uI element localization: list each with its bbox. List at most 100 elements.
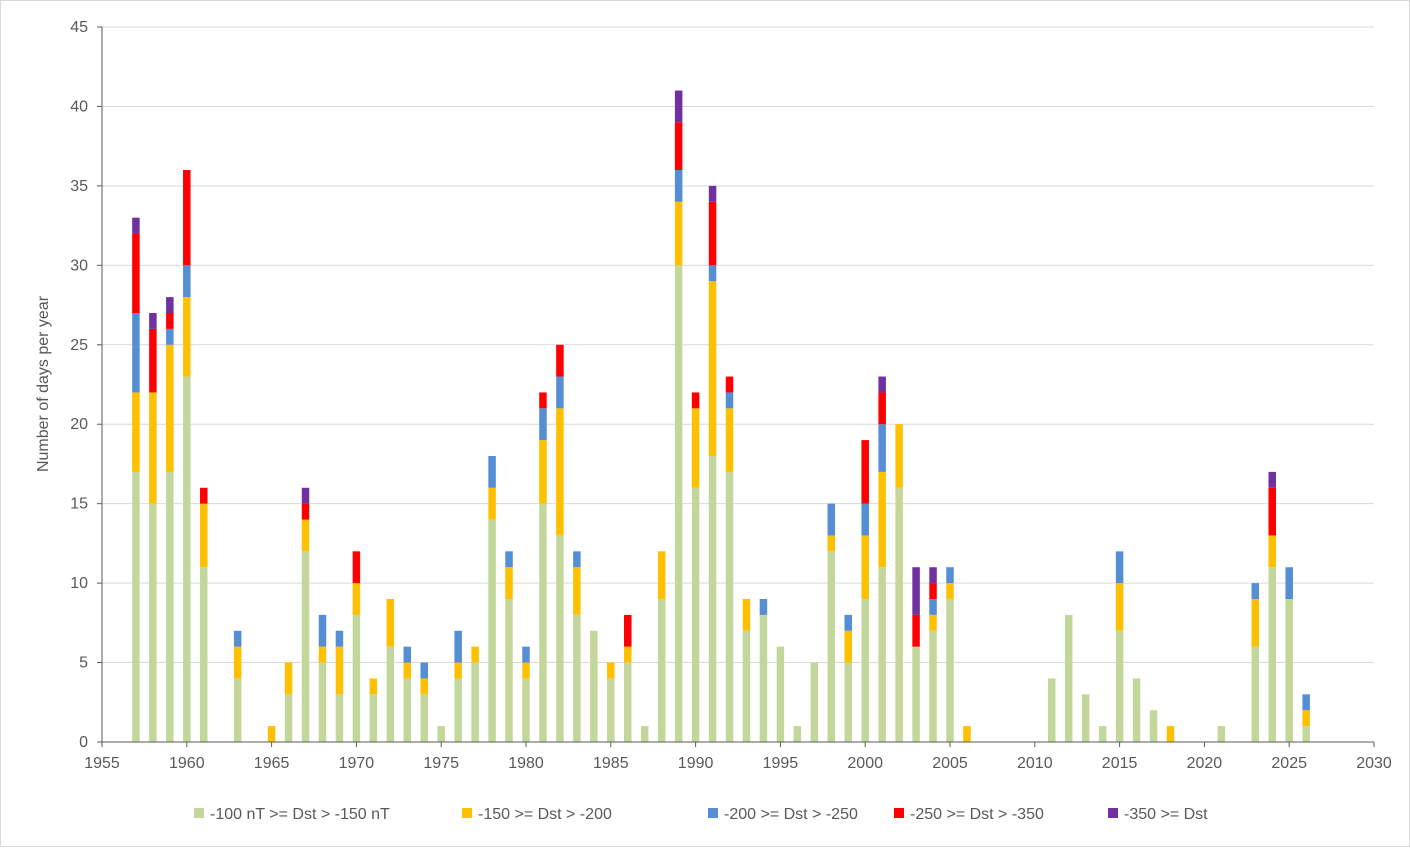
bar-segment <box>454 678 462 742</box>
bar-segment <box>1132 678 1141 742</box>
bar-segment <box>929 583 937 599</box>
bar-segment <box>674 201 683 266</box>
y-tick-label: 25 <box>70 337 88 354</box>
bar-segment <box>335 630 344 647</box>
legend-label: -150 >= Dst > -200 <box>478 806 612 823</box>
bar-segment <box>522 678 530 742</box>
x-tick-label: 2010 <box>1017 755 1053 772</box>
legend-item: -100 nT >= Dst > -150 nT <box>194 806 390 823</box>
bar-segment <box>505 599 513 742</box>
bar-segment <box>878 424 886 472</box>
legend-item: -350 >= Dst <box>1108 806 1208 823</box>
x-tick-label: 1985 <box>593 755 629 772</box>
bar-segment <box>1302 710 1310 727</box>
bar-segment <box>861 503 869 536</box>
x-tick-label: 2015 <box>1102 755 1138 772</box>
bar-segment <box>1217 726 1226 742</box>
bar-segment <box>522 646 530 663</box>
bar-segment <box>878 392 886 425</box>
bar-segment <box>318 662 327 742</box>
bar-segment <box>556 344 564 377</box>
bar-segment <box>352 551 361 584</box>
bar-segment <box>539 392 547 409</box>
x-tick-label: 1955 <box>84 755 120 772</box>
bar-segment <box>471 662 479 742</box>
bar-segment <box>759 599 768 615</box>
bar-segment <box>912 646 920 742</box>
bar-segment <box>640 726 649 742</box>
bar-segment <box>301 519 310 552</box>
bar-segment <box>166 297 174 313</box>
bar-segment <box>827 551 836 742</box>
legend-label: -250 >= Dst > -350 <box>910 806 1044 823</box>
bar-segment <box>488 487 496 520</box>
legend: -100 nT >= Dst > -150 nT -150 >= Dst > -2… <box>194 806 1208 823</box>
legend-item: -150 >= Dst > -200 <box>462 806 612 823</box>
bar-segment <box>861 599 869 742</box>
y-axis-label: Number of days per year <box>35 295 52 472</box>
bar-segment <box>674 265 683 742</box>
bar-segment <box>878 376 886 393</box>
bar-segment <box>369 678 378 695</box>
bar-segment <box>556 535 564 742</box>
bar-segment <box>437 726 445 742</box>
bar-segment <box>946 599 954 742</box>
bar-segment <box>403 662 412 679</box>
bar-segment <box>183 376 191 742</box>
y-tick-label: 10 <box>70 575 88 592</box>
bar-segment <box>946 583 954 599</box>
bar-segment <box>844 614 852 631</box>
bar-segment <box>827 503 836 536</box>
bar-segment <box>1115 583 1124 631</box>
bar-segment <box>1081 694 1090 742</box>
y-tick-label: 45 <box>70 19 88 36</box>
legend-swatch <box>194 808 204 818</box>
bar-segment <box>183 265 191 298</box>
bar-segment <box>1115 551 1124 584</box>
bar-segment <box>929 614 937 631</box>
bar-segment <box>454 630 462 663</box>
bars <box>132 90 1310 742</box>
bar-segment <box>963 726 971 742</box>
bar-segment <box>149 313 157 329</box>
bar-segment <box>929 630 937 742</box>
legend-label: -350 >= Dst <box>1124 806 1208 823</box>
bar-segment <box>861 535 869 599</box>
bar-segment <box>420 678 428 695</box>
legend-label: -100 nT >= Dst > -150 nT <box>210 806 390 823</box>
bar-segment <box>844 630 852 663</box>
bar-segment <box>929 567 937 584</box>
x-tick-label: 1990 <box>678 755 714 772</box>
bar-segment <box>691 408 700 488</box>
bar-segment <box>166 471 174 742</box>
legend-swatch <box>708 808 718 818</box>
bar-segment <box>725 376 734 393</box>
bar-segment <box>691 392 700 409</box>
bar-segment <box>505 567 513 599</box>
bar-segment <box>233 646 242 679</box>
bar-segment <box>1285 567 1293 599</box>
bar-segment <box>522 662 530 679</box>
bar-segment <box>844 662 852 742</box>
bar-segment <box>183 297 191 377</box>
bar-segment <box>912 614 920 647</box>
y-tick-label: 5 <box>79 655 88 672</box>
bar-segment <box>1268 535 1276 568</box>
bar-segment <box>166 328 174 345</box>
bar-segment <box>1268 471 1276 488</box>
bar-segment <box>1166 726 1175 742</box>
bar-segment <box>301 503 310 520</box>
bar-segment <box>573 614 581 742</box>
x-tick-label: 1980 <box>508 755 544 772</box>
bar-segment <box>708 201 717 266</box>
bar-segment <box>505 551 513 568</box>
bar-segment <box>793 726 802 742</box>
bar-segment <box>861 440 869 504</box>
y-tick-label: 35 <box>70 178 88 195</box>
bar-segment <box>878 567 886 742</box>
legend-item: -200 >= Dst > -250 <box>708 806 858 823</box>
y-tick-label: 0 <box>79 734 88 751</box>
legend-item: -250 >= Dst > -350 <box>894 806 1044 823</box>
